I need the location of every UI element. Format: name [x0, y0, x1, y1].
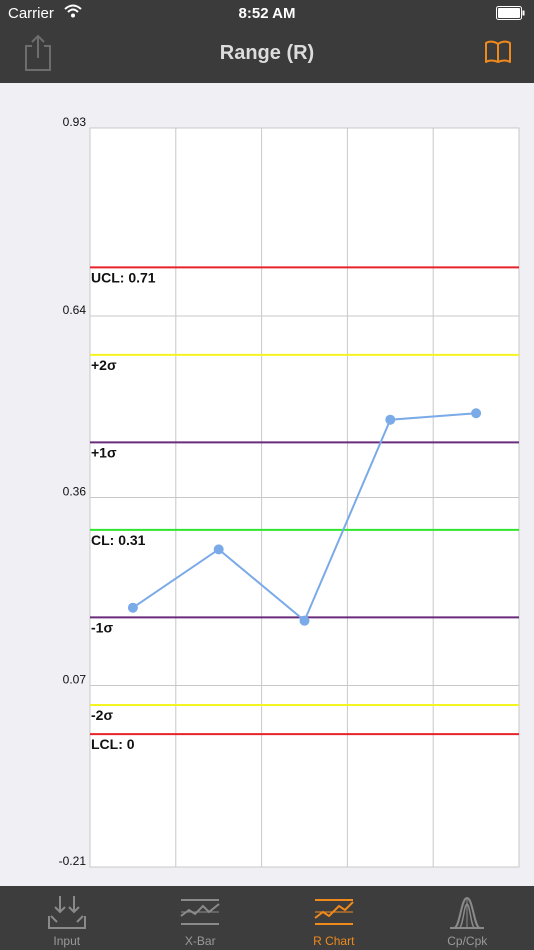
tab-xbar[interactable]: X-Bar [134, 886, 268, 950]
input-icon [46, 894, 88, 935]
data-point [471, 408, 482, 419]
page-title: Range (R) [219, 42, 315, 64]
xbar-chart-icon [179, 894, 221, 935]
y-tick-label: 0.36 [63, 485, 87, 499]
y-tick-label: -0.21 [59, 854, 87, 868]
carrier-label: Carrier [8, 5, 54, 22]
status-time: 8:52 AM [238, 5, 296, 22]
book-icon[interactable] [484, 40, 512, 69]
tab-cpk[interactable]: Cp/Cpk [401, 886, 534, 950]
tab-r-chart[interactable]: R Chart [267, 886, 401, 950]
tab-input-label: Input [53, 934, 81, 948]
reference-line-label: UCL: 0.71 [91, 269, 156, 285]
reference-line-label: +1σ [91, 444, 117, 460]
y-tick-label: 0.64 [63, 303, 87, 317]
tab-bar: Input X-Bar R Chart [0, 886, 534, 950]
share-icon[interactable] [22, 34, 54, 77]
nav-bar: Range (R) [0, 26, 534, 83]
data-point [127, 602, 138, 613]
r-chart: 0.93 0.64 0.36 0.07 -0.21 UCL: 0.71 +2σ +1σ CL: … [0, 83, 534, 886]
tab-r-chart-label: R Chart [313, 934, 355, 948]
r-chart-icon [313, 894, 355, 935]
y-tick-label: 0.93 [63, 115, 87, 129]
status-bar: Carrier 8:52 AM [0, 0, 534, 26]
data-point [385, 414, 396, 425]
battery-icon [496, 6, 526, 24]
wifi-icon [64, 4, 82, 22]
reference-line-label: +2σ [91, 357, 117, 373]
y-tick-label: 0.07 [63, 672, 87, 686]
tab-input[interactable]: Input [0, 886, 134, 950]
tab-cpk-label: Cp/Cpk [447, 934, 488, 948]
tab-xbar-label: X-Bar [184, 934, 216, 948]
reference-line-label: CL: 0.31 [91, 532, 146, 548]
data-point [213, 544, 224, 555]
reference-line-label: -1σ [91, 619, 113, 635]
reference-line-label: LCL: 0 [91, 736, 135, 752]
reference-line-label: -2σ [91, 707, 113, 723]
r-chart-svg: 0.93 0.64 0.36 0.07 -0.21 UCL: 0.71 +2σ +1σ CL: … [59, 115, 520, 868]
cpk-icon [446, 894, 488, 935]
data-point [299, 615, 310, 626]
